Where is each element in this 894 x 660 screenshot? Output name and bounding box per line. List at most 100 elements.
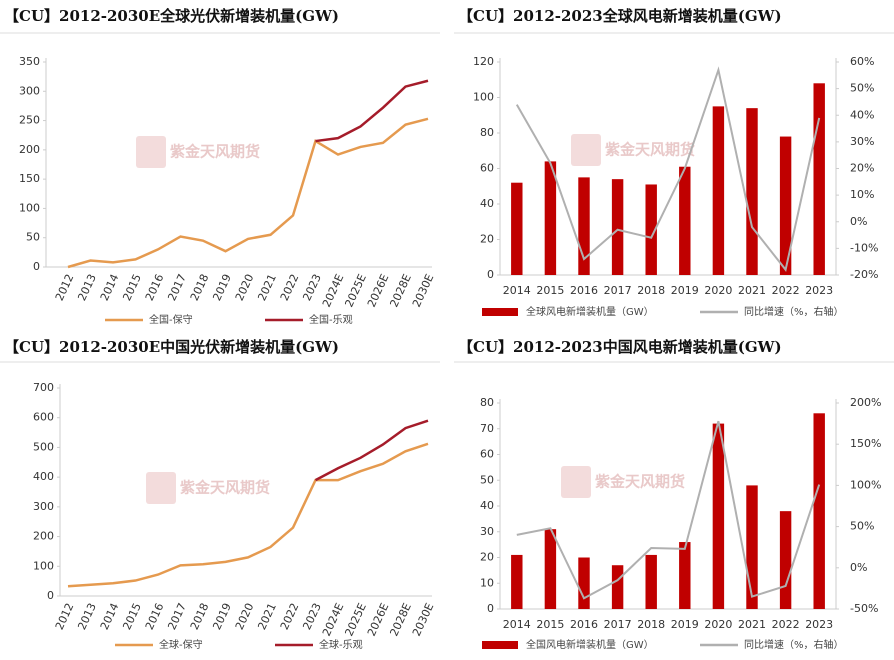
bar <box>779 511 792 609</box>
y2-tick-label: 100% <box>850 478 881 491</box>
x-tick-label: 2020 <box>704 618 732 631</box>
y-tick-label: 350 <box>19 55 40 68</box>
bar <box>645 184 657 275</box>
x-tick-label: 2023 <box>805 284 833 297</box>
bar <box>679 166 691 275</box>
bar <box>779 136 792 275</box>
x-tick-label: 2019 <box>210 272 234 303</box>
watermark: 紫金天风期货 <box>605 141 695 159</box>
x-tick-label: 2022 <box>278 272 302 303</box>
x-tick-label: 2021 <box>255 272 279 303</box>
x-tick-label: 2019 <box>671 284 699 297</box>
y-tick-label: 50 <box>26 231 40 244</box>
legend-label: 全国-保守 <box>149 313 193 326</box>
x-tick-label: 2017 <box>604 618 632 631</box>
y-tick-label: 0 <box>487 268 494 281</box>
y-tick-label: 10 <box>480 576 494 589</box>
x-tick-label: 2017 <box>165 601 189 632</box>
y2-tick-label: 50% <box>850 82 874 95</box>
chart-title: 【CU】2012-2023中国风电新增装机量(GW) <box>458 338 782 356</box>
bar <box>746 108 758 276</box>
y-tick-label: 250 <box>19 114 40 127</box>
y-tick-label: 20 <box>480 551 494 564</box>
x-tick-label: 2023 <box>805 618 833 631</box>
y2-tick-label: 50% <box>850 520 874 533</box>
y-tick-label: 50 <box>480 473 494 486</box>
x-tick-label: 2020 <box>704 284 732 297</box>
x-tick-label: 2018 <box>637 618 665 631</box>
legend-swatch <box>482 641 518 649</box>
bar <box>679 542 691 609</box>
legend-label: 同比增速（%，右轴） <box>744 305 844 318</box>
legend-label: 同比增速（%，右轴） <box>744 638 844 651</box>
y2-tick-label: 150% <box>850 437 881 450</box>
x-tick-label: 2023 <box>300 601 324 632</box>
series-line <box>67 117 429 269</box>
series-line <box>314 419 429 482</box>
y-tick-label: 20 <box>480 233 494 246</box>
x-tick-label: 2015 <box>120 601 144 632</box>
watermark-icon <box>561 466 591 498</box>
watermark-icon <box>136 136 166 168</box>
y-tick-label: 400 <box>33 470 54 483</box>
x-tick-label: 2018 <box>188 272 212 303</box>
x-tick-label: 2012 <box>53 601 77 632</box>
x-tick-label: 2018 <box>188 601 212 632</box>
x-tick-label: 2014 <box>503 284 531 297</box>
y2-tick-label: 0% <box>850 215 867 228</box>
y2-tick-label: 60% <box>850 55 874 68</box>
x-tick-label: 2022 <box>278 601 302 632</box>
x-tick-label: 2013 <box>75 601 99 632</box>
y2-tick-label: 30% <box>850 135 874 148</box>
y-tick-label: 300 <box>19 84 40 97</box>
legend-label: 全球-乐观 <box>319 638 363 651</box>
bar <box>645 554 657 609</box>
y-tick-label: 70 <box>480 422 494 435</box>
bar <box>578 177 590 275</box>
x-tick-label: 2014 <box>98 601 122 632</box>
y-tick-label: 100 <box>473 91 494 104</box>
chart-title: 【CU】2012-2023全球风电新增装机量(GW) <box>458 7 782 25</box>
y2-tick-label: -50% <box>850 602 878 615</box>
x-tick-label: 2023 <box>300 272 324 303</box>
series-line <box>515 66 821 272</box>
y-tick-label: 700 <box>33 381 54 394</box>
y2-tick-label: -10% <box>850 241 878 254</box>
x-tick-label: 2021 <box>255 601 279 632</box>
bar <box>511 554 523 609</box>
x-tick-label: 2020 <box>233 272 257 303</box>
bar <box>578 557 590 609</box>
x-tick-label: 2015 <box>120 272 144 303</box>
bar <box>611 565 624 609</box>
y-tick-label: 150 <box>19 172 40 185</box>
bar <box>746 485 758 609</box>
x-tick-label: 2017 <box>604 284 632 297</box>
series-line <box>315 79 429 143</box>
x-tick-label: 2017 <box>165 272 189 303</box>
y-tick-label: 0 <box>33 260 40 273</box>
y-tick-label: 80 <box>480 396 494 409</box>
legend-label: 全国风电新增装机量（GW） <box>526 638 654 651</box>
bar <box>611 179 624 275</box>
legend-label: 全球-保守 <box>159 638 203 651</box>
y-tick-label: 300 <box>33 500 54 513</box>
x-tick-label: 2015 <box>536 284 564 297</box>
watermark: 紫金天风期货 <box>595 473 685 491</box>
y-tick-label: 0 <box>487 602 494 615</box>
chart-title: 【CU】2012-2030E中国光伏新增装机量(GW) <box>4 338 339 356</box>
legend-swatch <box>482 308 518 316</box>
y2-tick-label: 0% <box>850 561 867 574</box>
y-tick-label: 60 <box>480 162 494 175</box>
watermark: 紫金天风期货 <box>170 143 260 161</box>
y2-tick-label: 10% <box>850 188 874 201</box>
x-tick-label: 2022 <box>772 618 800 631</box>
y-tick-label: 500 <box>33 440 54 453</box>
watermark-icon <box>146 472 176 504</box>
x-tick-label: 2015 <box>536 618 564 631</box>
y2-tick-label: -20% <box>850 268 878 281</box>
watermark-icon <box>571 134 601 166</box>
y2-tick-label: 20% <box>850 162 874 175</box>
series-line <box>67 442 429 588</box>
watermark: 紫金天风期货 <box>180 479 270 497</box>
legend-label: 全球风电新增装机量（GW） <box>526 305 654 318</box>
